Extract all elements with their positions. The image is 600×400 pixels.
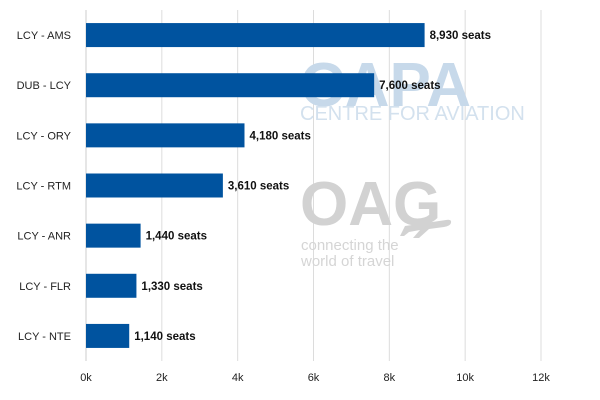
category-label: LCY - ANR bbox=[17, 231, 71, 243]
category-label: DUB - LCY bbox=[17, 80, 72, 92]
bar bbox=[86, 273, 137, 298]
x-tick-label: 8k bbox=[384, 372, 396, 384]
capa-watermark-subtitle: CENTRE FOR AVIATION bbox=[300, 103, 525, 125]
oag-tagline-line2: world of travel bbox=[300, 253, 394, 270]
bar-series: 8,930 seats 7,600 seats 4,180 seats 3,610 s… bbox=[86, 23, 491, 348]
bar bbox=[86, 173, 223, 198]
x-tick-label: 0k bbox=[80, 372, 92, 384]
category-axis: LCY - AMS DUB - LCY LCY - ORY LCY - RTM LCY … bbox=[16, 30, 71, 343]
x-tick-label: 10k bbox=[456, 372, 474, 384]
bar bbox=[86, 123, 245, 148]
category-label: LCY - FLR bbox=[19, 281, 71, 293]
bar bbox=[86, 23, 425, 48]
category-label: LCY - AMS bbox=[17, 30, 71, 42]
category-label: LCY - RTM bbox=[16, 181, 71, 193]
value-axis: 0k 2k 4k 6k 8k 10k 12k bbox=[80, 372, 550, 384]
airplane-icon bbox=[400, 219, 452, 238]
grid-lines bbox=[85, 10, 542, 361]
bar bbox=[86, 73, 375, 98]
data-label: 1,330 seats bbox=[141, 281, 202, 293]
data-label: 3,610 seats bbox=[228, 181, 289, 193]
oag-tagline-line1: connecting the bbox=[301, 237, 399, 254]
category-label: LCY - NTE bbox=[18, 331, 71, 343]
data-label: 8,930 seats bbox=[430, 30, 491, 42]
bar bbox=[86, 223, 141, 248]
data-label: 7,600 seats bbox=[379, 80, 440, 92]
x-tick-label: 2k bbox=[156, 372, 168, 384]
category-label: LCY - ORY bbox=[16, 130, 71, 142]
data-label: 1,440 seats bbox=[146, 231, 207, 243]
x-tick-label: 4k bbox=[232, 372, 244, 384]
x-tick-label: 6k bbox=[308, 372, 320, 384]
data-label: 1,140 seats bbox=[134, 331, 195, 343]
bar bbox=[86, 323, 130, 348]
data-label: 4,180 seats bbox=[249, 130, 310, 142]
x-tick-label: 12k bbox=[532, 372, 550, 384]
